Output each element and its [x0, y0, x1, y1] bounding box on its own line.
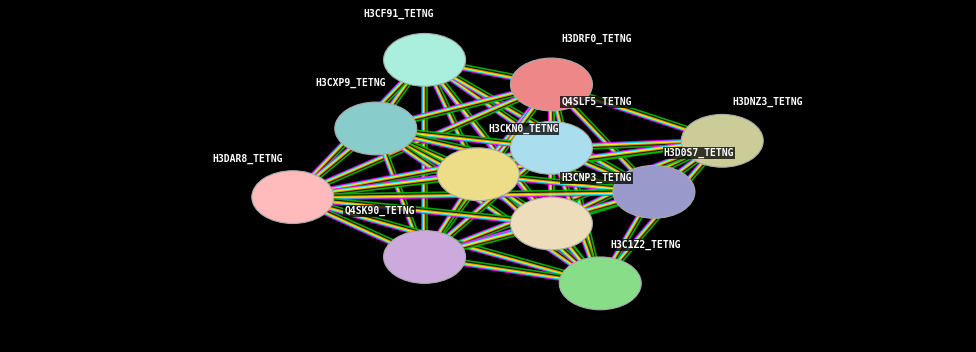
- Text: Q4SLF5_TETNG: Q4SLF5_TETNG: [561, 97, 631, 107]
- Ellipse shape: [613, 165, 695, 218]
- Text: H3D0S7_TETNG: H3D0S7_TETNG: [664, 148, 734, 158]
- Ellipse shape: [559, 257, 641, 310]
- Text: H3C1Z2_TETNG: H3C1Z2_TETNG: [610, 240, 680, 250]
- Text: H3DNZ3_TETNG: H3DNZ3_TETNG: [732, 97, 802, 107]
- Text: H3CF91_TETNG: H3CF91_TETNG: [364, 9, 434, 19]
- Ellipse shape: [510, 197, 592, 250]
- Ellipse shape: [252, 171, 334, 224]
- Text: H3DRF0_TETNG: H3DRF0_TETNG: [561, 34, 631, 44]
- Text: Q4SK90_TETNG: Q4SK90_TETNG: [345, 206, 415, 216]
- Text: H3CXP9_TETNG: H3CXP9_TETNG: [315, 78, 386, 88]
- Ellipse shape: [335, 102, 417, 155]
- Text: H3CNP3_TETNG: H3CNP3_TETNG: [561, 173, 631, 183]
- Ellipse shape: [437, 148, 519, 201]
- Text: H3CKN0_TETNG: H3CKN0_TETNG: [488, 124, 558, 134]
- Ellipse shape: [384, 33, 466, 86]
- Text: H3DAR8_TETNG: H3DAR8_TETNG: [213, 153, 283, 164]
- Ellipse shape: [681, 114, 763, 167]
- Ellipse shape: [510, 121, 592, 174]
- Ellipse shape: [510, 58, 592, 111]
- Ellipse shape: [384, 231, 466, 283]
